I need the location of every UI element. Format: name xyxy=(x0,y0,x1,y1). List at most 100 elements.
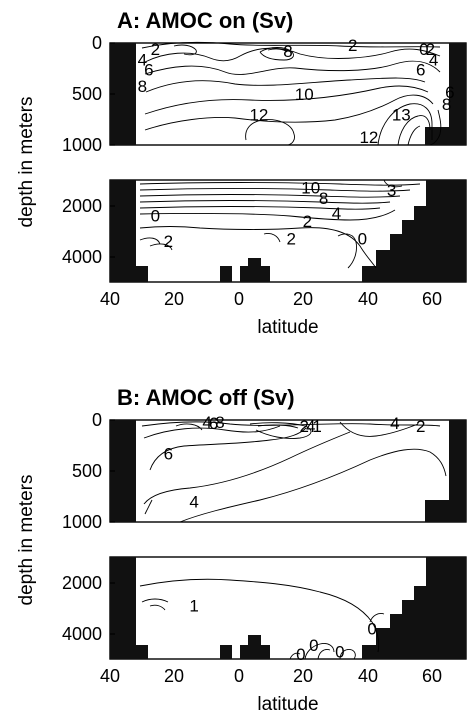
x-tick-label: 20 xyxy=(164,289,184,309)
x-tick-label: 40 xyxy=(358,289,378,309)
contour-label: 4 xyxy=(202,413,211,432)
x-tick-label: 0 xyxy=(234,289,244,309)
contour-label: 4 xyxy=(429,50,438,69)
contour-line xyxy=(144,94,434,131)
contour-line xyxy=(149,604,166,611)
land-mask xyxy=(449,43,466,145)
land-mask xyxy=(240,645,248,659)
contour-line xyxy=(144,499,153,515)
x-axis-label: latitude xyxy=(257,694,318,715)
contour-line xyxy=(144,60,441,75)
contour-label: 10 xyxy=(295,85,314,104)
contour-line xyxy=(429,109,442,146)
panel-a-lower-contours xyxy=(139,179,421,269)
panel-b-upper-land xyxy=(110,420,466,522)
land-mask xyxy=(390,614,402,659)
panel-a-lower-yticks: 2000 4000 xyxy=(62,196,115,267)
contour-line xyxy=(139,206,381,210)
contour-label: 3 xyxy=(387,181,396,200)
contour-label: 2 xyxy=(286,230,295,249)
contour-line xyxy=(141,598,169,603)
x-axis-label: latitude xyxy=(257,317,318,338)
land-mask xyxy=(426,557,466,659)
y-tick-label: 2000 xyxy=(62,196,102,216)
land-mask xyxy=(110,180,136,282)
contour-line xyxy=(383,179,403,188)
contour-label: 12 xyxy=(249,105,268,124)
contour-line xyxy=(141,41,441,49)
land-mask xyxy=(135,266,148,282)
land-mask xyxy=(376,628,390,659)
x-tick-label: 40 xyxy=(100,289,120,309)
land-mask xyxy=(362,266,376,282)
contour-label: 2 xyxy=(348,36,357,55)
y-tick-label: 500 xyxy=(72,84,102,104)
panel-b-lower-contour-labels: 100 00 xyxy=(189,597,376,664)
contour-label: 0 xyxy=(151,207,160,226)
land-mask xyxy=(240,266,248,282)
contour-label: 1 xyxy=(312,417,321,436)
contour-line xyxy=(259,47,295,61)
contour-label: 8 xyxy=(215,413,224,432)
contour-line xyxy=(317,649,331,660)
x-tick-label: 20 xyxy=(293,666,313,686)
panel-a-lower-land xyxy=(110,180,466,282)
land-mask xyxy=(402,220,414,282)
panel-a-upper-contours xyxy=(141,41,442,146)
contour-line xyxy=(139,237,161,245)
contour-line xyxy=(139,200,391,204)
contour-label: 13 xyxy=(392,105,411,124)
land-mask xyxy=(425,127,449,145)
contour-line xyxy=(141,421,441,427)
contour-label: 8 xyxy=(442,95,451,114)
panel-b-x-axis: 40 20 0 20 40 60 latitude xyxy=(100,666,442,715)
contour-line xyxy=(139,188,411,192)
contour-line xyxy=(407,125,421,146)
y-axis-label: depth in meters xyxy=(16,97,37,228)
contour-label: 6 xyxy=(445,83,454,102)
contour-line xyxy=(289,652,301,660)
contour-line xyxy=(263,233,281,243)
contour-label: 0 xyxy=(358,230,367,249)
contour-line xyxy=(377,103,433,146)
land-mask xyxy=(414,206,426,282)
contour-line xyxy=(337,233,357,269)
contour-line xyxy=(143,431,351,505)
contour-line xyxy=(245,119,295,146)
contour-label: 4 xyxy=(390,414,399,433)
y-tick-label: 2000 xyxy=(62,573,102,593)
contour-label: 12 xyxy=(359,128,378,147)
contour-line xyxy=(139,578,380,653)
contour-label: 6 xyxy=(209,414,218,433)
land-mask xyxy=(425,500,449,522)
y-tick-label: 4000 xyxy=(62,247,102,267)
contour-label: 4 xyxy=(138,50,147,69)
contour-line xyxy=(304,643,335,660)
contour-line xyxy=(249,422,312,439)
contour-label: 8 xyxy=(283,42,292,61)
contour-label: 2 xyxy=(164,232,173,251)
land-mask xyxy=(426,180,466,282)
contour-label: 10 xyxy=(301,179,320,198)
contour-line xyxy=(149,243,173,251)
contour-line xyxy=(139,194,401,198)
contour-line xyxy=(145,77,426,93)
contour-line xyxy=(257,424,299,429)
land-mask xyxy=(261,266,270,282)
contour-line xyxy=(369,613,385,623)
contour-line xyxy=(397,115,431,146)
contour-label: 6 xyxy=(416,61,425,80)
land-mask xyxy=(390,234,402,282)
contour-label: 6 xyxy=(164,445,173,464)
panel-b: B: AMOC off (Sv) 468 241 4 264 0 500 xyxy=(16,385,467,715)
y-axis-label: depth in meters xyxy=(16,475,37,606)
contour-label: 4 xyxy=(306,417,315,436)
x-tick-label: 20 xyxy=(164,666,184,686)
panel-b-title: B: AMOC off (Sv) xyxy=(117,385,295,410)
x-tick-label: 60 xyxy=(422,289,442,309)
contour-line xyxy=(149,427,307,471)
panel-a-upper-land xyxy=(110,43,466,145)
